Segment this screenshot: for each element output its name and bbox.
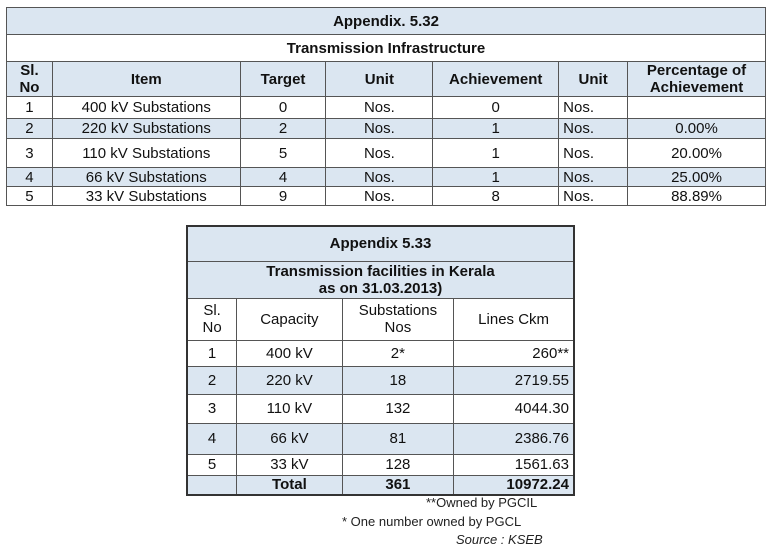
cell-capacity: 220 kV bbox=[236, 365, 343, 395]
table-row: 5 33 kV 128 1561.63 bbox=[186, 453, 575, 476]
table-row: 4 66 kV Substations 4 Nos. 1 Nos. 25.00% bbox=[6, 167, 766, 187]
cell-achievement: 1 bbox=[432, 118, 560, 139]
total-label: Total bbox=[236, 474, 343, 496]
note-pgcil: **Owned by PGCIL bbox=[426, 495, 538, 510]
cell-achievement: 1 bbox=[432, 167, 560, 187]
cell-achievement: 8 bbox=[432, 186, 560, 206]
cell-item: 33 kV Substations bbox=[51, 186, 241, 206]
cell-unit-2: Nos. bbox=[558, 96, 629, 119]
total-row: Total 361 10972.24 bbox=[186, 474, 575, 496]
table-row: 4 66 kV 81 2386.76 bbox=[186, 422, 575, 455]
cell-lines: 2386.76 bbox=[453, 422, 575, 455]
appendix-5-33-subtitle: Transmission facilities in Kerala as on … bbox=[186, 260, 575, 299]
cell-sl: 3 bbox=[6, 138, 53, 168]
cell-item: 66 kV Substations bbox=[51, 167, 241, 187]
cell-sl: 4 bbox=[186, 422, 238, 455]
table-row: 5 33 kV Substations 9 Nos. 8 Nos. 88.89% bbox=[6, 186, 766, 206]
cell-item: 400 kV Substations bbox=[51, 96, 241, 119]
cell-capacity: 110 kV bbox=[236, 393, 343, 424]
col-header-unit-2: Unit bbox=[558, 61, 629, 97]
cell-achievement: 0 bbox=[432, 96, 560, 119]
cell-percent bbox=[627, 96, 766, 119]
cell-capacity: 400 kV bbox=[236, 339, 343, 367]
cell-empty bbox=[186, 474, 238, 496]
cell-substations: 2* bbox=[341, 339, 455, 367]
col-header-sl-no: Sl. No bbox=[6, 61, 53, 97]
cell-substations: 128 bbox=[341, 453, 455, 476]
cell-lines: 2719.55 bbox=[453, 365, 575, 395]
col-header-unit: Unit bbox=[325, 61, 434, 97]
cell-unit: Nos. bbox=[325, 186, 434, 206]
table-row: 1 400 kV Substations 0 Nos. 0 Nos. bbox=[6, 96, 766, 119]
table-row: 3 110 kV Substations 5 Nos. 1 Nos. 20.00… bbox=[6, 138, 766, 168]
table-row: 1 400 kV 2* 260** bbox=[186, 339, 575, 367]
cell-sl: 1 bbox=[186, 339, 238, 367]
cell-substations: 18 bbox=[341, 365, 455, 395]
cell-percent: 20.00% bbox=[627, 138, 766, 168]
cell-substations: 81 bbox=[341, 422, 455, 455]
cell-sl: 4 bbox=[6, 167, 53, 187]
source-note: Source : KSEB bbox=[456, 532, 543, 547]
cell-unit: Nos. bbox=[325, 118, 434, 139]
table-row: 2 220 kV 18 2719.55 bbox=[186, 365, 575, 395]
appendix-5-32-subtitle: Transmission Infrastructure bbox=[6, 34, 766, 62]
cell-lines: 260** bbox=[453, 339, 575, 367]
cell-capacity: 66 kV bbox=[236, 422, 343, 455]
cell-target: 0 bbox=[239, 96, 327, 119]
cell-sl: 1 bbox=[6, 96, 53, 119]
cell-sl: 5 bbox=[6, 186, 53, 206]
col-header-achievement: Achievement bbox=[432, 61, 560, 97]
cell-achievement: 1 bbox=[432, 138, 560, 168]
total-substations: 361 bbox=[341, 474, 455, 496]
col-header-percentage: Percentage of Achievement bbox=[627, 61, 766, 97]
cell-item: 220 kV Substations bbox=[51, 118, 241, 139]
col-header-target: Target bbox=[239, 61, 327, 97]
cell-unit-2: Nos. bbox=[558, 167, 629, 187]
subtitle-line-1: Transmission facilities in Kerala bbox=[266, 262, 495, 280]
cell-target: 4 bbox=[239, 167, 327, 187]
col-header-item: Item bbox=[51, 61, 241, 97]
total-lines: 10972.24 bbox=[453, 474, 575, 496]
cell-unit-2: Nos. bbox=[558, 186, 629, 206]
cell-unit: Nos. bbox=[325, 138, 434, 168]
cell-percent: 88.89% bbox=[627, 186, 766, 206]
cell-percent: 0.00% bbox=[627, 118, 766, 139]
cell-lines: 1561.63 bbox=[453, 453, 575, 476]
col-header-capacity: Capacity bbox=[236, 297, 343, 341]
appendix-5-33-table: Appendix 5.33 Transmission facilities in… bbox=[186, 225, 575, 496]
subtitle-line-2: as on 31.03.2013) bbox=[318, 279, 443, 297]
cell-lines: 4044.30 bbox=[453, 393, 575, 424]
note-pgcl: * One number owned by PGCL bbox=[342, 514, 522, 529]
col-header-substations: Substations Nos bbox=[341, 297, 455, 341]
col-header-sl-no: Sl. No bbox=[186, 297, 238, 341]
cell-unit: Nos. bbox=[325, 96, 434, 119]
cell-item: 110 kV Substations bbox=[51, 138, 241, 168]
cell-sl: 2 bbox=[6, 118, 53, 139]
cell-target: 9 bbox=[239, 186, 327, 206]
cell-percent: 25.00% bbox=[627, 167, 766, 187]
cell-capacity: 33 kV bbox=[236, 453, 343, 476]
cell-unit: Nos. bbox=[325, 167, 434, 187]
cell-substations: 132 bbox=[341, 393, 455, 424]
cell-unit-2: Nos. bbox=[558, 138, 629, 168]
cell-sl: 2 bbox=[186, 365, 238, 395]
cell-target: 2 bbox=[239, 118, 327, 139]
table-row: 2 220 kV Substations 2 Nos. 1 Nos. 0.00% bbox=[6, 118, 766, 139]
cell-target: 5 bbox=[239, 138, 327, 168]
table-row: 3 110 kV 132 4044.30 bbox=[186, 393, 575, 424]
cell-sl: 5 bbox=[186, 453, 238, 476]
appendix-5-32-table: Appendix. 5.32 Transmission Infrastructu… bbox=[6, 7, 766, 206]
appendix-5-32-title: Appendix. 5.32 bbox=[6, 7, 766, 35]
cell-unit-2: Nos. bbox=[558, 118, 629, 139]
cell-sl: 3 bbox=[186, 393, 238, 424]
appendix-5-33-title: Appendix 5.33 bbox=[186, 225, 575, 262]
col-header-lines: Lines Ckm bbox=[453, 297, 575, 341]
